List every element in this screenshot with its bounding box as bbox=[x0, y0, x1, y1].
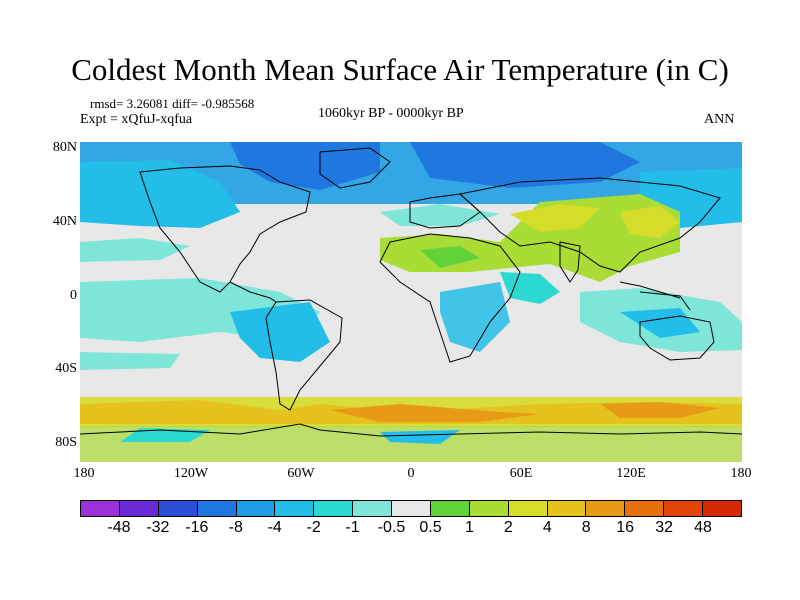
colorbar-swatch bbox=[664, 501, 703, 516]
experiment-label: Expt = xQfuJ-xqfua bbox=[80, 112, 193, 127]
field-tropics-southern bbox=[80, 278, 742, 370]
colorbar-label: -16 bbox=[185, 519, 209, 536]
colorbar-label: 32 bbox=[655, 519, 674, 536]
colorbar-swatch bbox=[81, 501, 120, 516]
field-eurasia-africa-warm bbox=[380, 194, 680, 352]
temperature-map bbox=[80, 142, 742, 462]
colorbar-swatch bbox=[625, 501, 665, 516]
season-label: ANN bbox=[704, 112, 735, 127]
colorbar-label: -48 bbox=[107, 519, 131, 536]
colorbar-label: -0.5 bbox=[377, 519, 406, 536]
colorbar-label: -2 bbox=[306, 519, 321, 536]
y-tick-label: 40N bbox=[52, 214, 77, 229]
colorbar-label: 1 bbox=[464, 519, 474, 536]
y-tick-label: 80S bbox=[55, 435, 77, 450]
colorbar-label: 8 bbox=[581, 519, 591, 536]
colorbar-swatch bbox=[703, 501, 741, 516]
x-tick-label: 0 bbox=[407, 466, 415, 481]
colorbar-label: -4 bbox=[267, 519, 282, 536]
colorbar-swatch bbox=[430, 501, 470, 516]
map-title: Coldest Month Mean Surface Air Temperatu… bbox=[71, 52, 729, 87]
x-tick-label: 60W bbox=[287, 466, 315, 481]
colorbar-label: 2 bbox=[503, 519, 513, 536]
colorbar-label: 0.5 bbox=[419, 519, 442, 536]
x-tick-label: 120W bbox=[173, 466, 209, 481]
colorbar-label: 4 bbox=[542, 519, 552, 536]
x-tick-label: 120E bbox=[616, 466, 646, 481]
colorbar-swatch bbox=[586, 501, 626, 516]
colorbar-swatch bbox=[197, 501, 237, 516]
colorbar-swatch bbox=[547, 501, 587, 516]
colorbar-label: 48 bbox=[694, 519, 712, 536]
x-tick-label: 60E bbox=[509, 466, 533, 481]
x-tick-label: 180 bbox=[73, 466, 95, 481]
colorbar-swatch bbox=[353, 501, 392, 516]
colorbar-label: -8 bbox=[228, 519, 243, 536]
y-tick-label: 0 bbox=[70, 288, 77, 303]
colorbar-label: -32 bbox=[146, 519, 170, 536]
colorbar-swatch bbox=[392, 501, 431, 516]
colorbar-swatch bbox=[508, 501, 548, 516]
colorbar bbox=[80, 500, 742, 517]
y-tick-label: 80N bbox=[52, 140, 77, 155]
coastlines bbox=[80, 147, 742, 437]
rmsd-diff-stat: rmsd= 3.26081 diff= -0.985568 bbox=[90, 96, 255, 111]
colorbar-swatch bbox=[119, 501, 159, 516]
y-tick-label: 40S bbox=[55, 361, 77, 376]
field-antarctic bbox=[80, 397, 742, 462]
colorbar-label: -1 bbox=[345, 519, 360, 536]
colorbar-swatch bbox=[275, 501, 315, 516]
colorbar-swatch bbox=[158, 501, 198, 516]
colorbar-label: 16 bbox=[616, 519, 635, 536]
colorbar-swatch bbox=[314, 501, 354, 516]
period-label: 1060kyr BP - 0000kyr BP bbox=[318, 106, 464, 121]
colorbar-swatch bbox=[469, 501, 509, 516]
colorbar-swatch bbox=[236, 501, 276, 516]
x-tick-label: 180 bbox=[730, 466, 752, 481]
